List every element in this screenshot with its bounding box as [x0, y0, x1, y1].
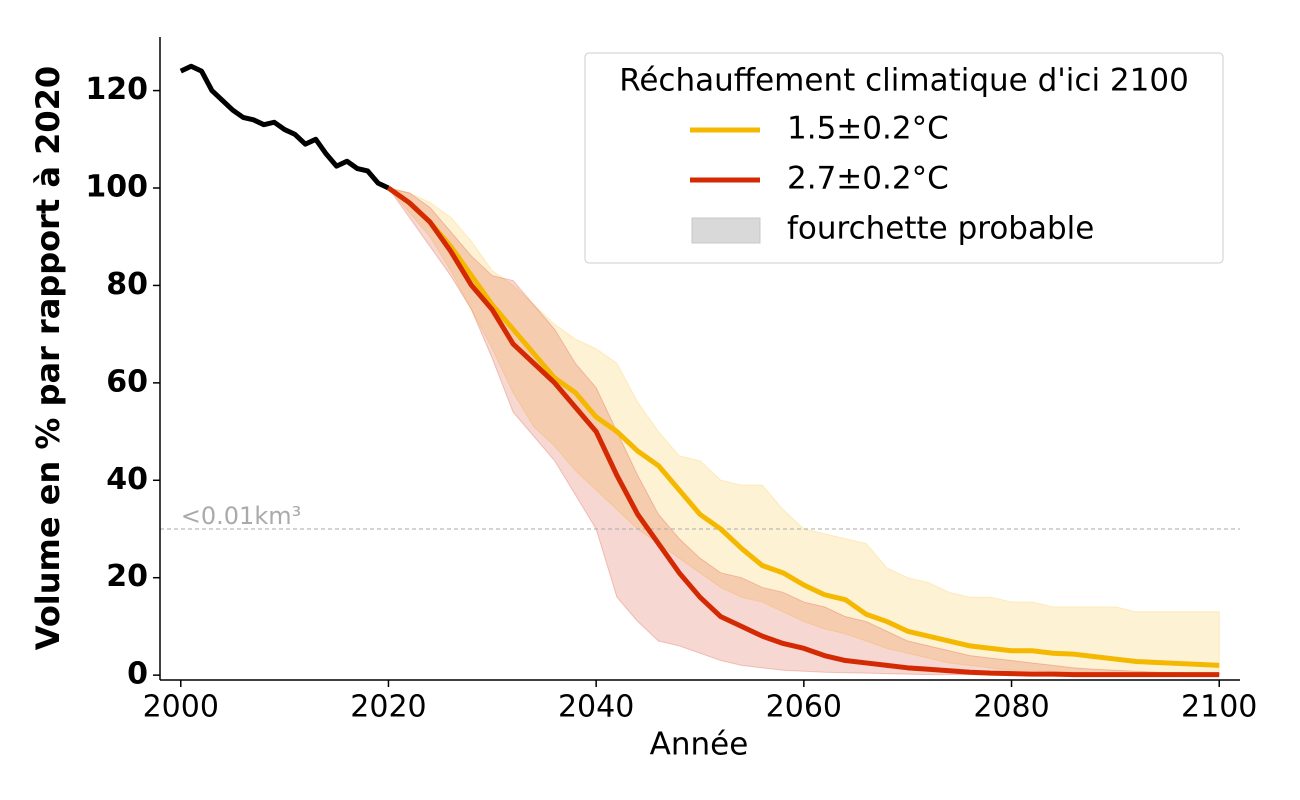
- legend-label: 2.7±0.2°C: [787, 161, 949, 197]
- series-line: [387, 185, 1220, 668]
- y-tick-label: 0: [127, 657, 148, 692]
- y-tick-label: 20: [106, 559, 148, 594]
- y-tick-label: 60: [106, 364, 148, 399]
- x-tick-label: 2080: [973, 690, 1049, 725]
- band: [387, 187, 1220, 675]
- x-axis-label: Année: [650, 727, 749, 763]
- threshold-label: <0.01km³: [181, 502, 301, 530]
- legend-box: [584, 52, 1224, 264]
- x-tick-label: 2000: [143, 690, 219, 725]
- x-tick-label: 2020: [350, 690, 426, 725]
- legend-title: Réchauffement climatique d'ici 2100: [619, 63, 1189, 99]
- y-axis-label: Volume en % par rapport à 2020: [29, 66, 67, 650]
- history-line: [179, 63, 390, 191]
- x-tick-label: 2100: [1181, 690, 1257, 725]
- legend-label: fourchette probable: [787, 211, 1094, 247]
- y-tick-label: 40: [106, 462, 148, 497]
- y-tick-label: 120: [85, 72, 148, 107]
- x-tick-label: 2040: [558, 690, 634, 725]
- y-tick-label: 80: [106, 267, 148, 302]
- x-tick-label: 2060: [766, 690, 842, 725]
- legend-label: 1.5±0.2°C: [787, 111, 949, 147]
- legend: Réchauffement climatique d'ici 2100 1.5±0…: [584, 52, 1224, 264]
- legend-swatch: [691, 217, 761, 244]
- y-tick-label: 100: [85, 170, 148, 205]
- series-line: [387, 185, 1220, 678]
